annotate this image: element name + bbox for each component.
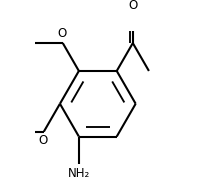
Text: NH₂: NH₂ <box>68 166 90 179</box>
Text: O: O <box>57 28 67 40</box>
Text: O: O <box>128 0 137 12</box>
Text: O: O <box>38 134 48 147</box>
